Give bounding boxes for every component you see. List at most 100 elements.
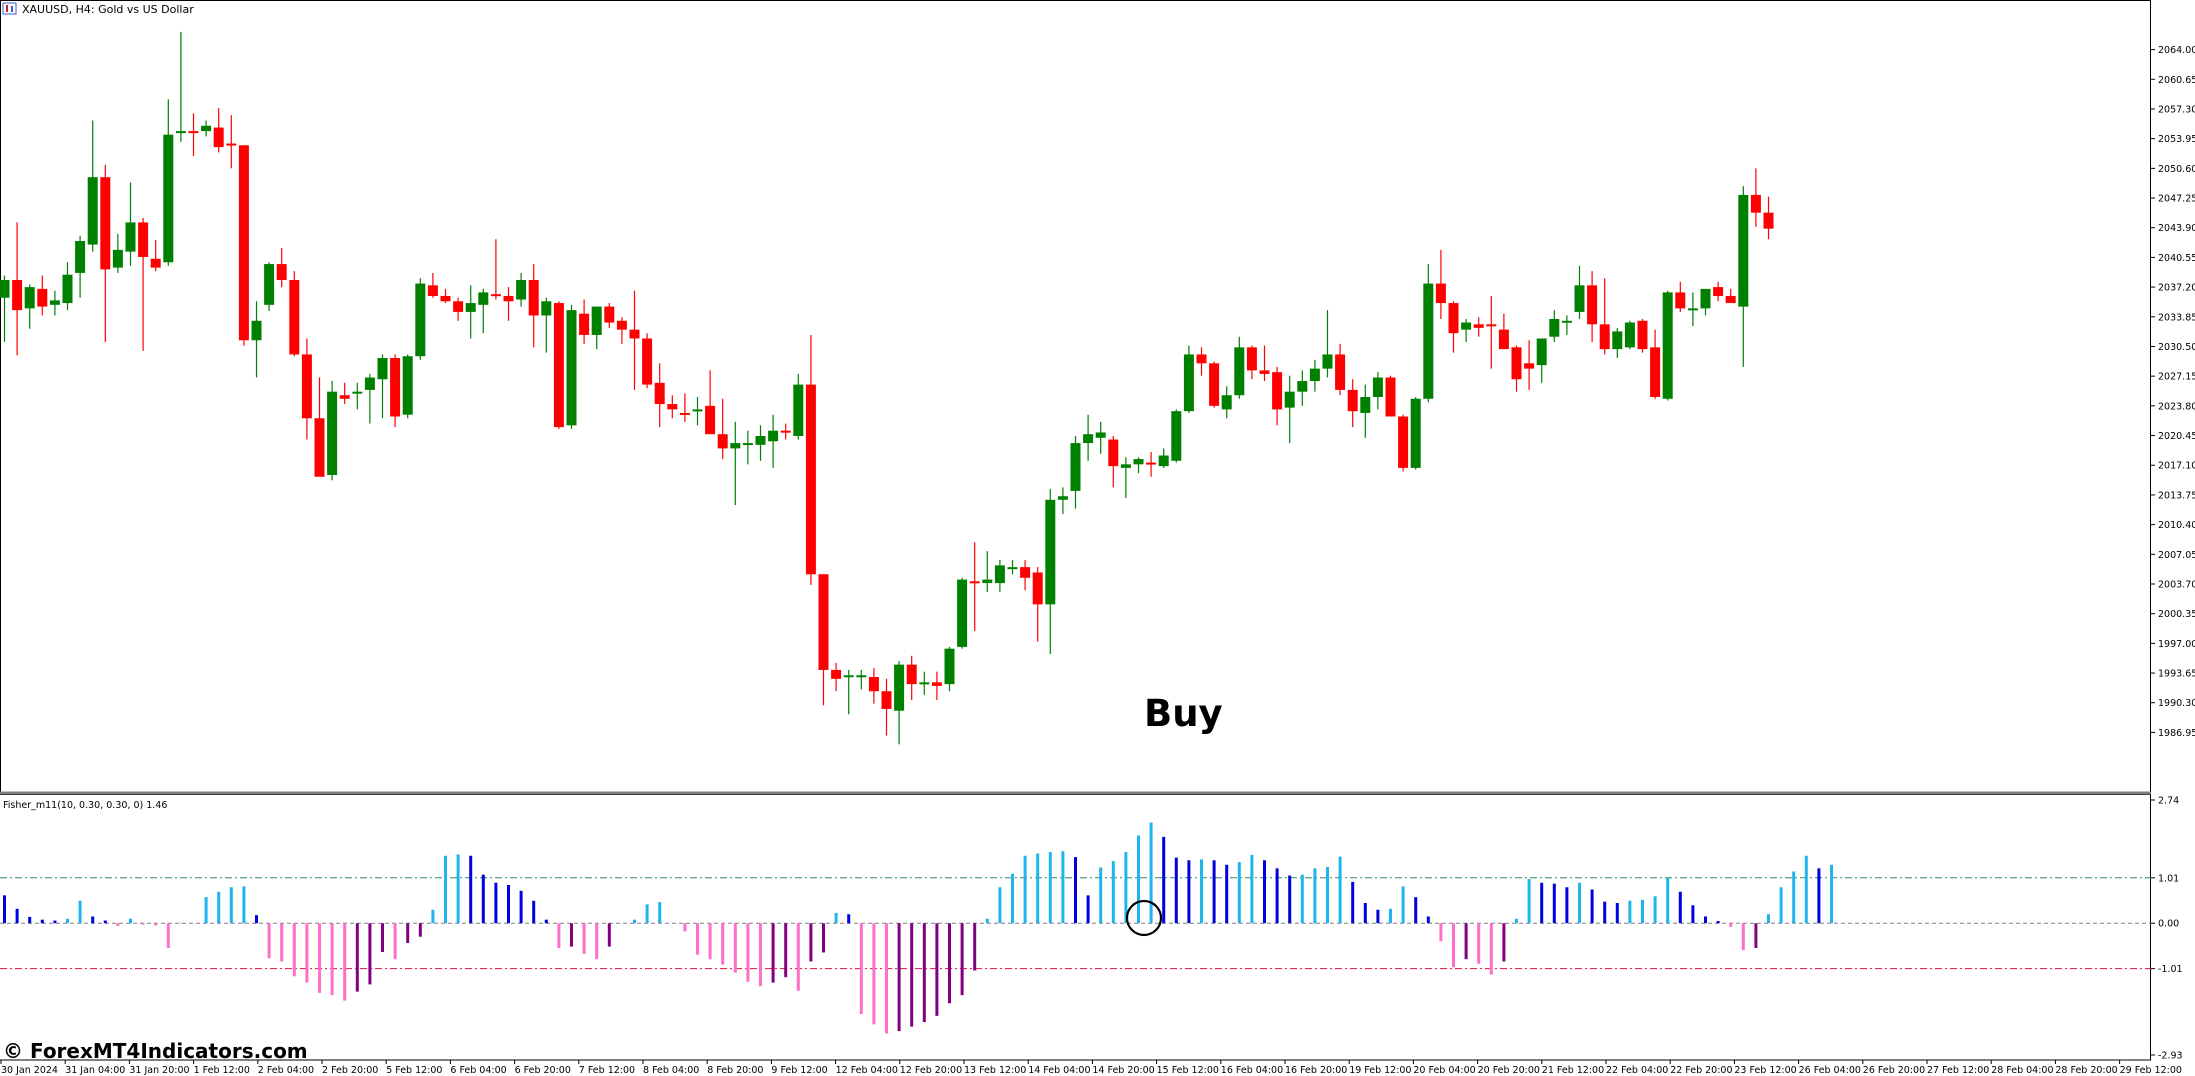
candle-body bbox=[692, 409, 703, 412]
candle-body bbox=[503, 295, 514, 302]
candle-body bbox=[553, 303, 564, 428]
fisher-tick-label: -2.93 bbox=[2158, 1051, 2183, 1062]
time-tick-label: 29 Feb 12:00 bbox=[2120, 1065, 2182, 1076]
candle-body bbox=[868, 677, 879, 692]
time-tick-label: 20 Feb 04:00 bbox=[1413, 1065, 1475, 1076]
time-tick-label: 6 Feb 20:00 bbox=[515, 1065, 571, 1076]
candle-body bbox=[919, 682, 930, 685]
price-tick-label: 1993.65 bbox=[2158, 669, 2195, 680]
candle-body bbox=[793, 384, 804, 436]
candle-body bbox=[100, 177, 111, 270]
candle-body bbox=[1561, 320, 1572, 323]
candle-body bbox=[1057, 496, 1068, 500]
candle-body bbox=[453, 301, 464, 312]
candle-body bbox=[1347, 389, 1358, 412]
price-tick-label: 2020.45 bbox=[2158, 431, 2195, 442]
candle-body bbox=[465, 303, 476, 312]
candle-body bbox=[579, 313, 590, 335]
candle-body bbox=[188, 131, 199, 134]
candle-body bbox=[541, 301, 552, 316]
candle-body bbox=[213, 127, 224, 148]
candle-body bbox=[1120, 464, 1131, 468]
candle-body bbox=[1183, 354, 1194, 412]
candle-body bbox=[175, 131, 186, 134]
candle-body bbox=[566, 310, 577, 426]
price-tick-label: 2007.05 bbox=[2158, 550, 2195, 561]
candle-body bbox=[705, 405, 716, 435]
price-tick-label: 2060.65 bbox=[2158, 75, 2195, 86]
time-tick-label: 14 Feb 20:00 bbox=[1092, 1065, 1154, 1076]
candle-body bbox=[1410, 398, 1421, 468]
candle-body bbox=[1738, 194, 1749, 307]
candle-body bbox=[1020, 567, 1031, 578]
candle-body bbox=[0, 280, 10, 298]
candle-body bbox=[1549, 319, 1560, 337]
price-tick-label: 2064.00 bbox=[2158, 45, 2195, 56]
candle-body bbox=[1360, 396, 1371, 413]
candle-body bbox=[1196, 354, 1207, 364]
candle-body bbox=[818, 574, 829, 670]
price-tick-label: 2040.55 bbox=[2158, 253, 2195, 264]
time-tick-label: 8 Feb 20:00 bbox=[707, 1065, 763, 1076]
time-tick-label: 7 Feb 12:00 bbox=[579, 1065, 635, 1076]
candle-body bbox=[843, 675, 854, 678]
chart-title: XAUUSD, H4: Gold vs US Dollar bbox=[22, 3, 194, 16]
candle-body bbox=[138, 222, 149, 257]
candle-body bbox=[1498, 329, 1509, 350]
candle-body bbox=[1398, 416, 1409, 468]
candle-body bbox=[1574, 285, 1585, 312]
candle-body bbox=[490, 294, 501, 297]
candle-body bbox=[1662, 292, 1673, 399]
candle-body bbox=[831, 669, 842, 679]
price-tick-label: 2050.60 bbox=[2158, 164, 2195, 175]
candle-body bbox=[24, 287, 35, 309]
candle-body bbox=[1599, 324, 1610, 350]
candle-body bbox=[1146, 462, 1157, 465]
candle-body bbox=[730, 443, 741, 449]
buy-signal-marker bbox=[1125, 899, 1163, 937]
candle-body bbox=[931, 682, 942, 686]
candle-body bbox=[1007, 567, 1018, 570]
time-tick-label: 31 Jan 04:00 bbox=[65, 1065, 125, 1076]
candle-body bbox=[301, 354, 312, 419]
candle-body bbox=[1675, 292, 1686, 309]
price-tick-label: 2003.70 bbox=[2158, 579, 2195, 590]
candle-body bbox=[1272, 372, 1283, 410]
price-tick-label: 1986.95 bbox=[2158, 728, 2195, 739]
chart-window-icon[interactable] bbox=[2, 2, 17, 15]
candle-body bbox=[1246, 347, 1257, 371]
candle-body bbox=[1032, 572, 1043, 605]
candle-body bbox=[1423, 283, 1434, 399]
candle-body bbox=[1234, 347, 1245, 396]
candle-body bbox=[616, 320, 627, 330]
candle-body bbox=[75, 241, 86, 273]
candle-body bbox=[37, 288, 48, 307]
candle-body bbox=[629, 329, 640, 339]
price-tick-label: 2047.25 bbox=[2158, 194, 2195, 205]
candle-body bbox=[1524, 363, 1535, 369]
time-tick-label: 31 Jan 20:00 bbox=[129, 1065, 189, 1076]
time-tick-label: 27 Feb 12:00 bbox=[1927, 1065, 1989, 1076]
time-tick-label: 6 Feb 04:00 bbox=[450, 1065, 506, 1076]
candle-body bbox=[1511, 347, 1522, 380]
time-tick-label: 26 Feb 04:00 bbox=[1799, 1065, 1861, 1076]
candle-body bbox=[1284, 391, 1295, 408]
candle-body bbox=[894, 664, 905, 711]
candle-body bbox=[982, 579, 993, 584]
price-tick-label: 2053.95 bbox=[2158, 134, 2195, 145]
candle-body bbox=[276, 264, 287, 281]
time-tick-label: 9 Feb 12:00 bbox=[771, 1065, 827, 1076]
candle-body bbox=[1725, 295, 1736, 304]
time-tick-label: 12 Feb 04:00 bbox=[836, 1065, 898, 1076]
candle-body bbox=[528, 280, 539, 316]
candle-body bbox=[1070, 443, 1081, 491]
candle-body bbox=[251, 320, 262, 341]
price-tick-label: 2043.90 bbox=[2158, 223, 2195, 234]
candle-body bbox=[1259, 370, 1270, 374]
candle-body bbox=[591, 306, 602, 335]
candle-body bbox=[1700, 288, 1711, 309]
time-tick-label: 22 Feb 04:00 bbox=[1606, 1065, 1668, 1076]
candle-body bbox=[427, 285, 438, 296]
price-axis: 2064.00 2060.65 2057.30 2053.95 2050.60 2047.… bbox=[2151, 45, 2195, 739]
